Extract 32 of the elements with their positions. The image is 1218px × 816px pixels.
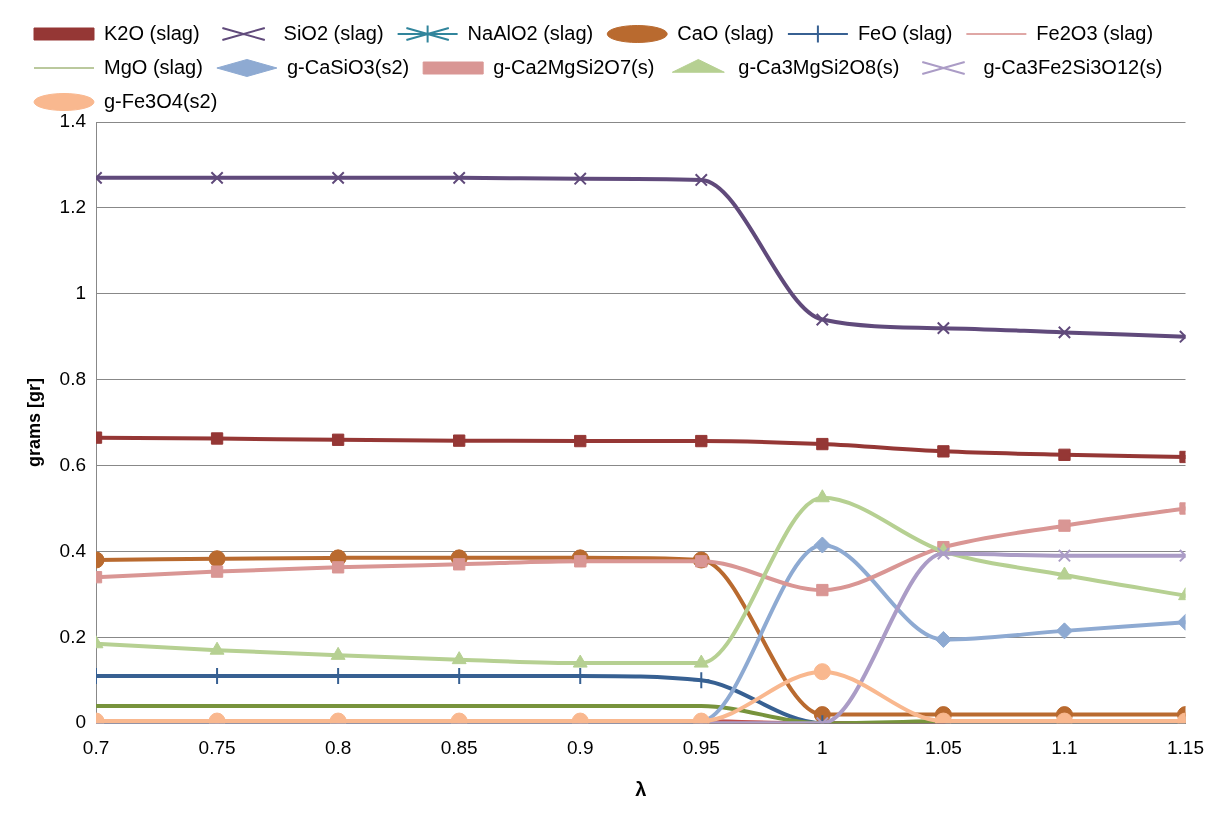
x-tick-label: 0.85 — [440, 736, 478, 758]
legend-label: Fe2O3 (slag) — [1036, 21, 1154, 44]
legend-label: FeO (slag) — [857, 21, 953, 44]
y-tick-label: 1.2 — [59, 196, 87, 218]
y-tick-label: 0.2 — [59, 625, 87, 647]
legend-label: g-Ca2MgSi2O7(s) — [493, 55, 655, 78]
x-tick-label: 1.05 — [924, 736, 962, 758]
legend-label: K2O (slag) — [104, 21, 200, 44]
legend-label: SiO2 (slag) — [283, 21, 384, 44]
legend-label: g-Ca3Fe2Si3O12(s) — [983, 55, 1163, 78]
y-tick-label: 1.4 — [59, 110, 87, 132]
x-tick-label: 1.15 — [1167, 736, 1204, 758]
x-axis-title: λ — [635, 777, 647, 800]
legend-label: CaO (slag) — [677, 21, 774, 44]
y-tick-label: 0.4 — [59, 539, 87, 561]
y-axis-title: grams [gr] — [23, 378, 44, 468]
legend-label: g-Ca3MgSi2O8(s) — [738, 55, 900, 78]
x-tick-label: 0.95 — [682, 736, 720, 758]
y-tick-label: 0.6 — [59, 453, 87, 475]
y-tick-label: 0 — [75, 711, 87, 733]
y-tick-label: 0.8 — [59, 367, 87, 389]
legend-label: g-Fe3O4(s2) — [104, 89, 218, 112]
legend-label: g-CaSiO3(s2) — [286, 55, 410, 78]
legend-label: NaAlO2 (slag) — [467, 21, 594, 44]
x-tick-label: 0.8 — [324, 736, 352, 758]
y-tick-label: 1 — [75, 282, 87, 304]
x-tick-label: 0.75 — [198, 736, 236, 758]
x-tick-label: 1 — [817, 736, 828, 758]
x-tick-label: 1.1 — [1051, 736, 1078, 758]
x-tick-label: 0.9 — [567, 736, 594, 758]
legend-label: MgO (slag) — [104, 55, 203, 78]
x-tick-label: 0.7 — [82, 736, 110, 758]
